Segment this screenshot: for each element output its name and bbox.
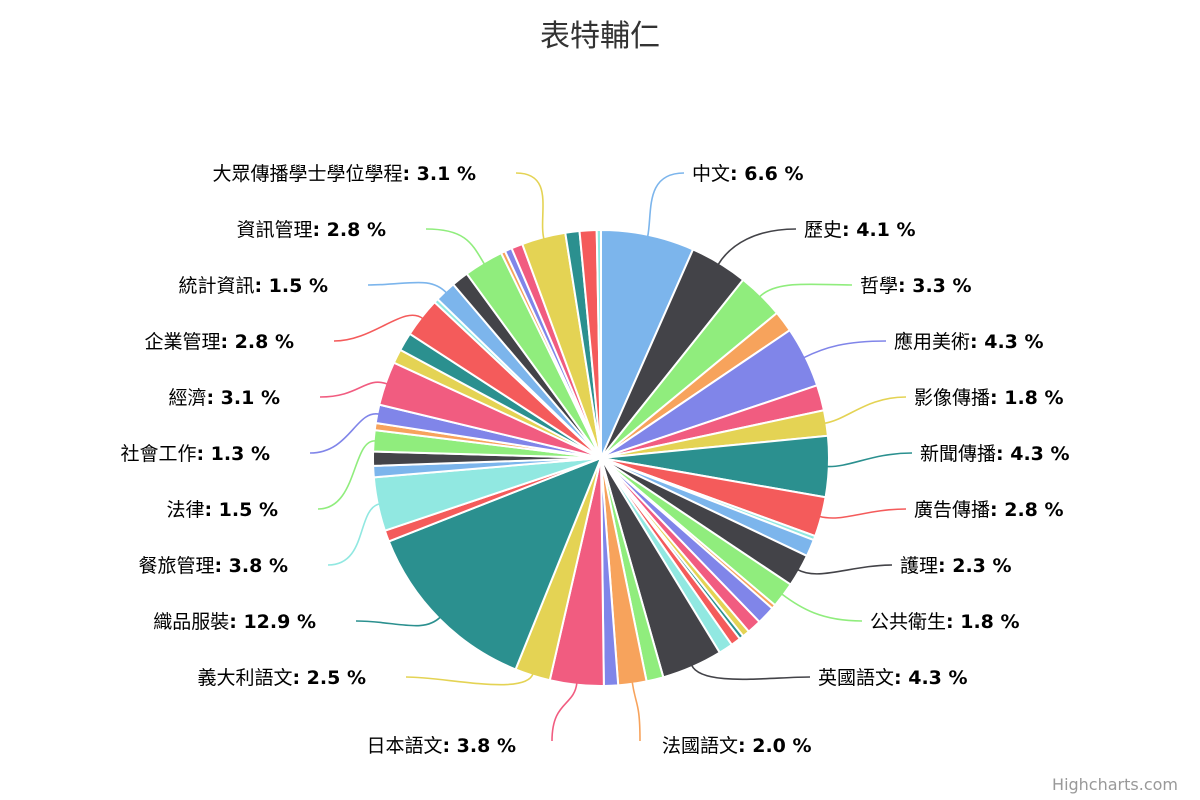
- connector-1: [717, 228, 797, 266]
- data-label-25: 義大利語文: 2.5 %: [197, 667, 366, 689]
- data-label-34: 經濟: 3.1 %: [168, 387, 280, 409]
- connector-45: [515, 172, 545, 240]
- data-label-6: 影像傳播: 1.8 %: [914, 387, 1064, 409]
- connector-34: [319, 381, 388, 398]
- connector-33: [309, 413, 380, 454]
- connector-7: [826, 452, 913, 468]
- connector-39: [367, 281, 448, 294]
- data-label-11: 護理: 2.3 %: [900, 555, 1012, 577]
- label-connectors: [309, 172, 913, 742]
- pie-slices: [372, 228, 830, 687]
- data-label-24: 日本語文: 3.8 %: [366, 735, 516, 757]
- data-label-22: 法國語文: 2.0 %: [662, 735, 812, 757]
- data-label-4: 應用美術: 4.3 %: [894, 330, 1044, 353]
- connector-41: [425, 228, 486, 265]
- data-label-31: 法律: 1.5 %: [166, 499, 278, 521]
- pie-slice-48[interactable]: [595, 228, 602, 459]
- connector-25: [405, 673, 534, 686]
- connector-28: [327, 503, 380, 566]
- connector-0: [646, 172, 685, 238]
- connector-37: [333, 314, 424, 342]
- connector-12: [781, 593, 863, 622]
- data-label-39: 統計資訊: 1.5 %: [178, 275, 328, 297]
- data-label-1: 歷史: 4.1 %: [804, 219, 916, 241]
- data-label-12: 公共衛生: 1.8 %: [870, 611, 1020, 633]
- data-label-28: 餐旅管理: 3.8 %: [138, 555, 288, 577]
- data-label-45: 大眾傳播學士學位學程: 3.1 %: [212, 163, 476, 185]
- chart-title: 表特輔仁: [540, 19, 660, 54]
- data-label-7: 新聞傳播: 4.3 %: [920, 443, 1070, 465]
- data-labels: 中文: 6.6 % 歷史: 4.1 % 哲學: 3.3 % 應用美術: 4.3 % 影像…: [120, 163, 1069, 757]
- data-label-2: 哲學: 3.3 %: [860, 275, 972, 297]
- data-label-0: 中文: 6.6 %: [692, 163, 804, 185]
- data-label-33: 社會工作: 1.3 %: [120, 443, 270, 465]
- connector-4: [803, 340, 887, 359]
- connector-11: [797, 564, 893, 575]
- connector-22: [631, 681, 641, 742]
- connector-20: [690, 664, 811, 681]
- credits-link[interactable]: Highcharts.com: [1052, 775, 1178, 794]
- data-label-20: 英國語文: 4.3 %: [818, 667, 968, 689]
- connector-24: [551, 682, 578, 742]
- data-label-37: 企業管理: 2.8 %: [144, 331, 294, 353]
- connector-6: [824, 396, 907, 425]
- connector-31: [317, 440, 376, 510]
- data-label-8: 廣告傳播: 2.8 %: [914, 499, 1064, 521]
- data-label-41: 資訊管理: 2.8 %: [236, 219, 386, 241]
- connector-8: [819, 508, 907, 519]
- connector-26: [355, 616, 441, 627]
- connector-2: [758, 283, 853, 298]
- data-label-26: 織品服裝: 12.9 %: [153, 611, 316, 633]
